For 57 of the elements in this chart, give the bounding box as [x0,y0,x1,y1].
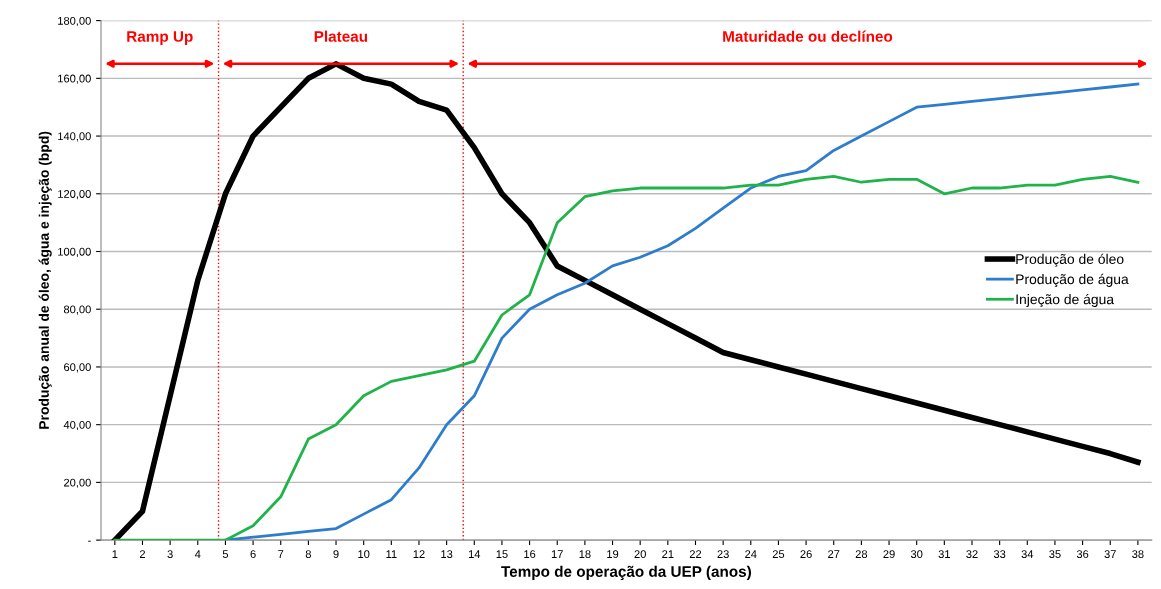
x-tick-label: 26 [800,550,812,558]
x-tick-label: 13 [441,550,453,558]
x-tick-label: 29 [883,550,895,558]
x-tick-label: 15 [496,550,508,558]
x-tick-label: 20 [634,550,646,558]
annotation: Maturidade ou declíneo [723,30,893,42]
x-tick-label: 7 [278,550,284,558]
x-tick-label: 28 [855,550,868,558]
x-tick-label: 38 [1132,550,1144,558]
y-tick-label: 120,00 [58,190,91,200]
x-tick-label: 24 [745,550,757,558]
y-tick-label: - [88,540,91,542]
y-tick-label: 100,00 [58,247,91,257]
x-tick-label: 21 [662,550,674,558]
x-tick-label: 11 [386,550,397,558]
x-tick-label: 32 [966,550,978,558]
x-tick-label: 12 [413,550,425,558]
x-tick-label: 16 [524,550,536,558]
y-tick-label: 160,00 [58,74,91,84]
x-tick-label: 10 [358,550,370,558]
x-tick-label: 9 [333,550,339,558]
annotation: Plateau [314,30,368,42]
y-tick-label: 180,00 [58,16,91,27]
x-tick-label: 8 [305,550,311,558]
y-tick-label: 60,00 [64,363,91,373]
y-tick-label: 80,00 [63,305,91,315]
x-tick-label: 33 [993,550,1006,558]
annotation: Ramp Up [127,31,193,45]
x-tick-label: 36 [1076,550,1089,558]
x-tick-label: 31 [938,550,950,558]
x-tick-label: 35 [1049,550,1061,558]
x-tick-label: 23 [717,550,729,558]
y-tick-label: 20,00 [64,478,91,488]
x-tick-label: 6 [250,550,256,558]
x-tick-label: 4 [194,550,201,558]
y-axis-title: Produção anual de óleo, água e injeção (bpd) [38,131,52,429]
y-tick-label: 140,00 [58,132,91,142]
legend-label: Produção de óleo [1016,253,1124,267]
x-tick-label: 18 [579,550,591,558]
x-tick-label: 27 [828,550,840,558]
x-tick-label: 19 [607,550,619,558]
x-tick-label: 34 [1021,550,1034,558]
line-series [113,175,1140,541]
x-axis-title: Tempo de operação da UEP (anos) [501,565,751,580]
legend-label: Injeção de água [1016,293,1115,308]
x-tick-label: 25 [772,550,785,558]
x-tick-label: 3 [167,550,173,558]
x-tick-label: 17 [551,550,563,558]
x-tick-label: 1 [112,550,118,558]
legend-label: Produção de água [1016,273,1129,287]
y-tick-label: 40,00 [63,420,91,431]
x-tick-label: 14 [468,550,481,558]
x-tick-label: 5 [222,550,229,558]
x-tick-label: 22 [689,550,702,558]
x-tick-label: 2 [139,550,146,558]
x-tick-label: 37 [1104,550,1116,558]
x-tick-label: 30 [910,550,923,558]
